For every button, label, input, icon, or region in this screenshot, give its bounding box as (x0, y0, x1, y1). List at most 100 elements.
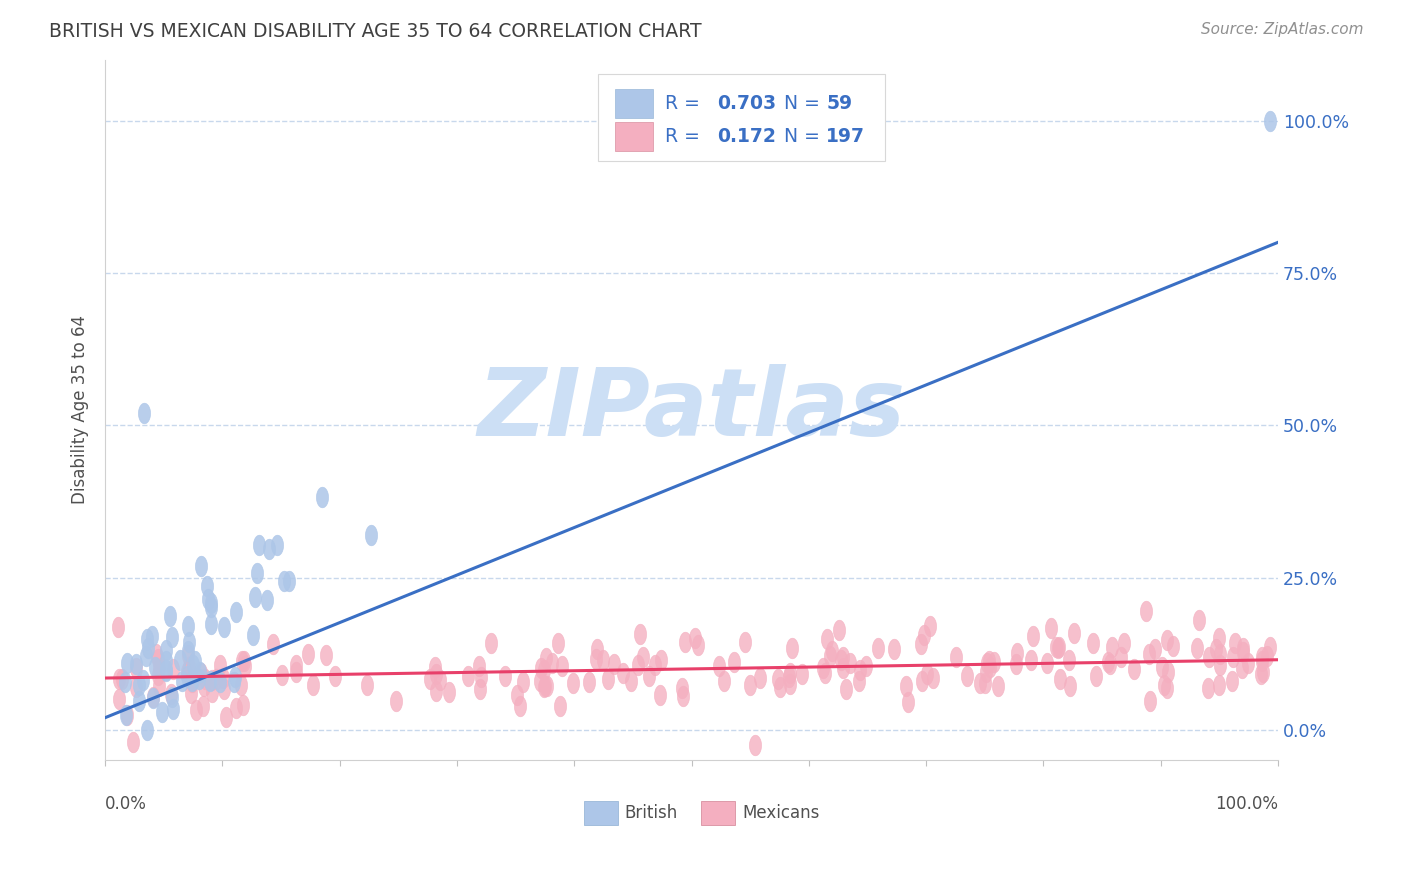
Point (811, 660, 834, 674)
Point (780, 641, 803, 656)
Point (598, 672, 620, 686)
Point (1047, 641, 1070, 656)
Point (273, 574, 295, 588)
Point (468, 681, 491, 696)
Point (212, 681, 235, 696)
Point (148, 679, 170, 693)
Point (195, 579, 218, 593)
Point (1197, 681, 1219, 695)
Point (1258, 113, 1281, 128)
Point (190, 558, 212, 573)
Point (190, 666, 212, 681)
Point (683, 632, 706, 646)
Point (162, 662, 184, 676)
Point (1097, 656, 1119, 670)
Y-axis label: Disability Age 35 to 64: Disability Age 35 to 64 (72, 316, 89, 505)
Point (529, 674, 551, 689)
Point (578, 675, 600, 690)
Point (148, 651, 170, 665)
Point (1256, 649, 1278, 664)
Text: 0.0%: 0.0% (105, 796, 148, 814)
Point (920, 619, 942, 633)
Point (897, 695, 920, 709)
Point (155, 664, 177, 678)
Point (212, 671, 235, 685)
Point (115, 707, 138, 722)
FancyBboxPatch shape (598, 74, 884, 161)
Point (284, 665, 307, 679)
Point (540, 656, 562, 670)
Point (457, 669, 479, 683)
Point (1139, 694, 1161, 708)
Point (1209, 648, 1232, 662)
Point (603, 657, 626, 672)
Point (922, 671, 945, 685)
Point (1049, 640, 1071, 654)
Point (536, 679, 558, 693)
Point (974, 676, 997, 690)
Point (1150, 660, 1173, 674)
Point (177, 660, 200, 674)
Point (1063, 625, 1085, 640)
Point (233, 659, 256, 673)
Point (620, 673, 643, 688)
Point (128, 694, 150, 708)
Point (1109, 649, 1132, 664)
Point (1250, 649, 1272, 664)
Point (1232, 641, 1254, 656)
Point (225, 701, 247, 715)
Point (246, 566, 269, 580)
Point (1251, 654, 1274, 668)
Point (186, 703, 208, 717)
Point (222, 675, 245, 690)
Point (277, 574, 299, 589)
Point (270, 668, 292, 682)
Point (423, 659, 446, 673)
Point (150, 706, 173, 720)
Point (125, 680, 148, 694)
Point (866, 640, 889, 655)
Point (1208, 658, 1230, 673)
Point (135, 649, 157, 664)
Point (1144, 642, 1167, 657)
Point (818, 648, 841, 663)
Point (143, 660, 166, 674)
Point (585, 652, 607, 666)
Text: British: British (624, 804, 678, 822)
Point (1251, 665, 1274, 679)
Point (197, 591, 219, 606)
Point (429, 673, 451, 687)
Point (1036, 656, 1059, 670)
Point (169, 653, 191, 667)
Point (247, 538, 270, 552)
Point (586, 642, 609, 657)
Point (848, 674, 870, 689)
Point (184, 654, 207, 668)
Point (828, 624, 851, 638)
Point (419, 672, 441, 686)
Point (945, 650, 967, 665)
Point (176, 665, 198, 679)
Point (686, 638, 709, 652)
Point (479, 636, 502, 650)
Point (194, 672, 217, 686)
Point (1185, 640, 1208, 655)
Text: 100.0%: 100.0% (1215, 796, 1278, 814)
Point (983, 655, 1005, 669)
Point (285, 658, 308, 673)
Point (910, 637, 932, 651)
Point (1123, 662, 1146, 676)
Point (323, 669, 346, 683)
Point (256, 593, 278, 607)
Point (142, 690, 165, 705)
Point (172, 673, 194, 688)
FancyBboxPatch shape (616, 122, 652, 152)
Point (181, 658, 204, 673)
Point (627, 658, 650, 673)
Point (1208, 678, 1230, 692)
Point (979, 660, 1001, 674)
Point (188, 672, 211, 686)
Point (225, 605, 247, 619)
Point (160, 687, 183, 701)
Point (141, 629, 163, 643)
